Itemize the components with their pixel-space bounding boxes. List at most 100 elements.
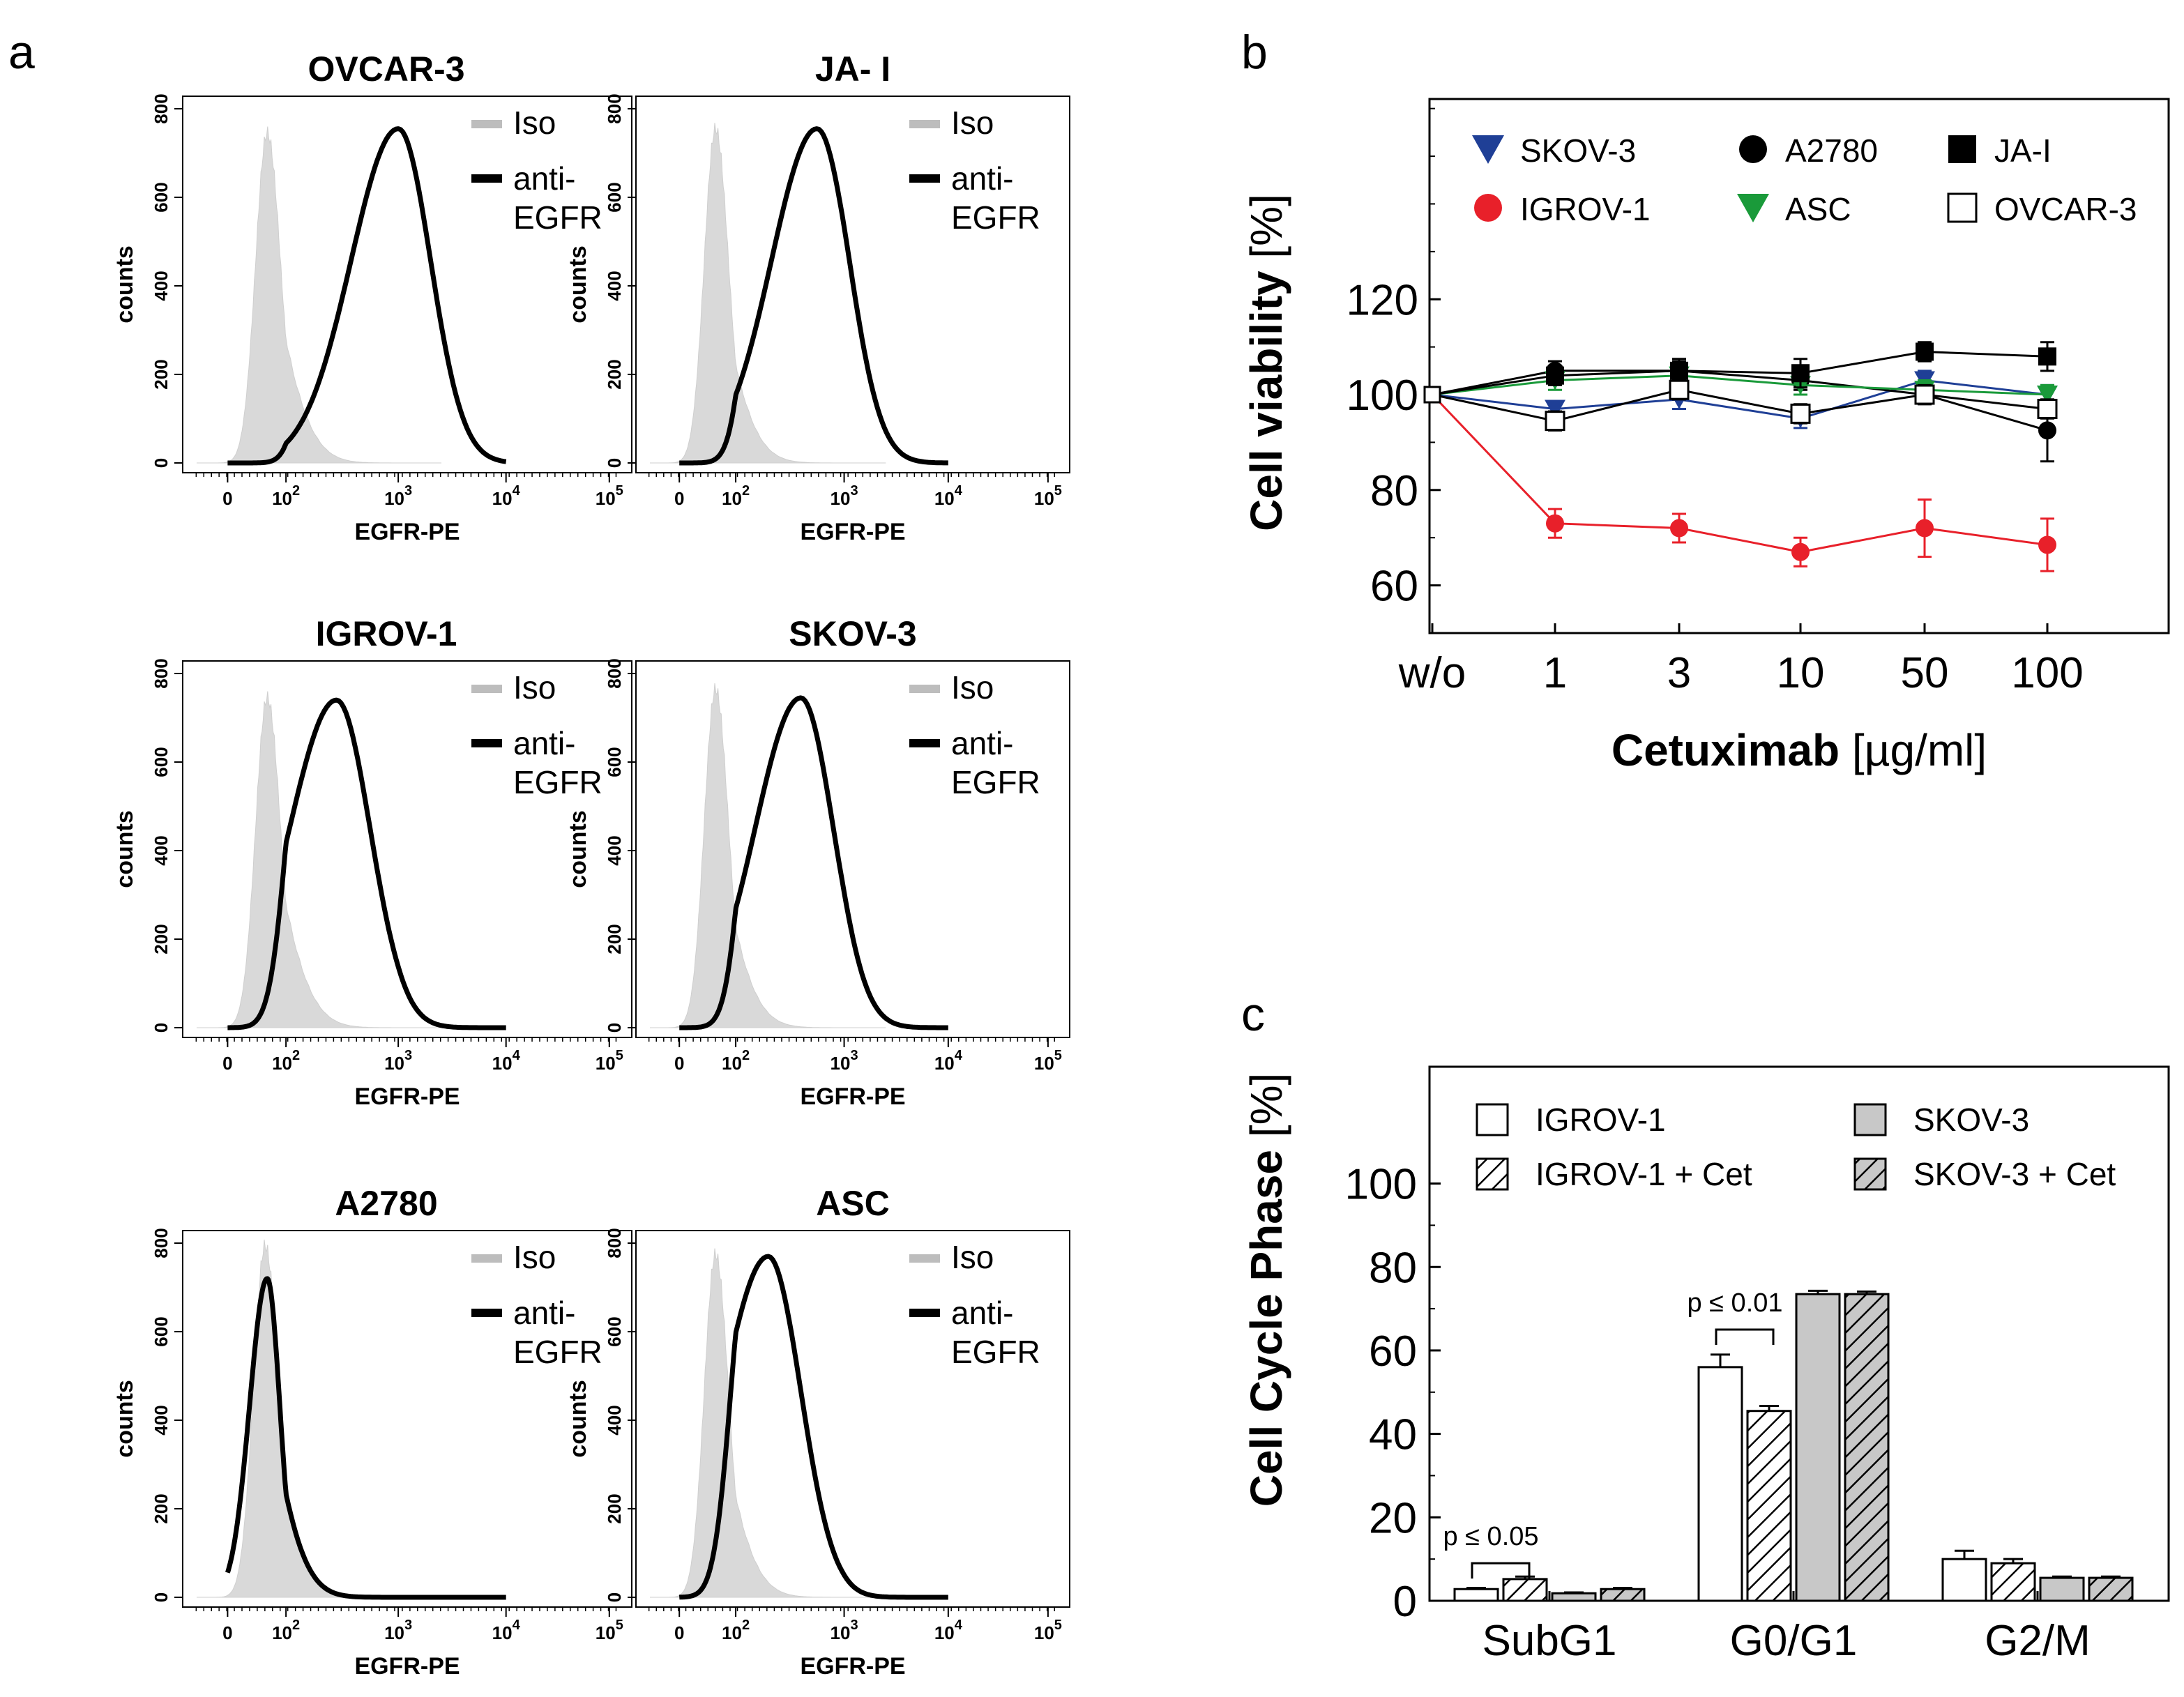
x-tick-label: 105 bbox=[1034, 1618, 1062, 1643]
legend-marker bbox=[1472, 135, 1504, 164]
data-point bbox=[2037, 386, 2058, 404]
anti-egfr-histogram bbox=[225, 1276, 506, 1600]
y-axis-label-unit: [%] bbox=[1241, 1073, 1291, 1150]
x-tick-base: 10 bbox=[384, 1622, 404, 1643]
y-tick-label: 400 bbox=[151, 1405, 172, 1435]
x-tick-exponent: 2 bbox=[292, 1048, 300, 1063]
legend-iso-label: Iso bbox=[951, 669, 994, 706]
x-tick-exponent: 3 bbox=[850, 1618, 858, 1633]
data-point bbox=[2038, 421, 2056, 440]
y-tick-label: 800 bbox=[151, 93, 172, 123]
x-tick-base: 0 bbox=[222, 1622, 232, 1643]
significance-label: p ≤ 0.01 bbox=[1687, 1288, 1782, 1318]
data-point bbox=[1669, 379, 1690, 400]
legend-label: IGROV-1 bbox=[1535, 1102, 1666, 1138]
series-line bbox=[1432, 388, 2048, 423]
x-tick-base: 10 bbox=[831, 1622, 851, 1643]
legend-marker bbox=[1737, 194, 1769, 222]
series-a2780 bbox=[1425, 360, 2056, 463]
x-axis-label: EGFR-PE bbox=[800, 1653, 905, 1680]
x-tick-label: 104 bbox=[492, 1618, 521, 1643]
bar bbox=[1941, 1558, 1987, 1602]
x-tick-exponent: 5 bbox=[616, 1048, 623, 1063]
y-tick-label: 200 bbox=[604, 924, 625, 954]
x-tick-exponent: 4 bbox=[513, 1048, 521, 1063]
legend-swatch bbox=[1476, 1103, 1509, 1136]
y-tick-label: 120 bbox=[1347, 276, 1418, 324]
data-point bbox=[1914, 384, 1935, 405]
legend-swatch bbox=[1476, 1157, 1509, 1191]
y-tick-label: 400 bbox=[151, 835, 172, 865]
x-tick-label: SubG1 bbox=[1482, 1617, 1616, 1665]
legend-egfr-label-2: EGFR bbox=[513, 1334, 602, 1370]
x-tick-label: 102 bbox=[722, 1048, 750, 1074]
x-tick-exponent: 4 bbox=[513, 483, 521, 499]
data-point bbox=[1790, 403, 1811, 424]
legend-label: IGROV-1 bbox=[1520, 191, 1651, 227]
x-tick-exponent: 3 bbox=[850, 483, 858, 499]
iso-histogram bbox=[197, 126, 441, 464]
legend-egfr-label-1: anti- bbox=[513, 725, 575, 761]
x-tick-label: 104 bbox=[934, 1048, 963, 1074]
x-tick-exponent: 5 bbox=[616, 1618, 623, 1633]
flow-panel-title: OVCAR-3 bbox=[308, 50, 464, 89]
x-tick-label: 104 bbox=[934, 483, 963, 509]
series-line bbox=[1432, 374, 2048, 396]
x-tick-label: 0 bbox=[222, 1622, 232, 1643]
x-tick-base: 10 bbox=[831, 488, 851, 509]
y-tick-label: 600 bbox=[151, 747, 172, 777]
x-tick-exponent: 2 bbox=[292, 1618, 300, 1633]
significance-bracket bbox=[1471, 1562, 1531, 1579]
x-tick-base: 10 bbox=[831, 1053, 851, 1074]
data-point bbox=[1546, 514, 1564, 533]
anti-egfr-histogram bbox=[677, 1254, 949, 1600]
x-tick-base: 10 bbox=[1034, 488, 1054, 509]
legend-iso-label: Iso bbox=[513, 105, 556, 141]
series-line bbox=[1432, 379, 2048, 420]
data-point bbox=[1670, 519, 1688, 538]
y-tick-label: 80 bbox=[1370, 467, 1418, 515]
y-tick-label: 600 bbox=[151, 182, 172, 212]
anti-egfr-histogram bbox=[226, 697, 506, 1030]
y-axis-label-bold: Cell viability bbox=[1241, 271, 1291, 531]
legend-egfr-label-1: anti- bbox=[513, 160, 575, 197]
bar bbox=[2039, 1576, 2085, 1602]
bar bbox=[1746, 1410, 1792, 1602]
x-axis-label-bold: Cetuximab bbox=[1612, 725, 1840, 775]
data-point bbox=[1916, 342, 1934, 361]
x-axis-label: Cetuximab [µg/ml] bbox=[1612, 725, 1987, 775]
anti-egfr-histogram bbox=[677, 126, 949, 466]
y-tick-label: 200 bbox=[151, 359, 172, 389]
x-tick-exponent: 3 bbox=[404, 483, 412, 499]
y-tick-label: 0 bbox=[151, 1023, 172, 1033]
flow-plot-frame bbox=[182, 660, 632, 1038]
x-tick-label: 103 bbox=[384, 1618, 412, 1643]
legend-marker bbox=[1947, 192, 1978, 223]
y-tick-label: 0 bbox=[1393, 1578, 1417, 1626]
x-tick-label: 0 bbox=[674, 1622, 684, 1643]
x-tick-exponent: 2 bbox=[742, 1618, 750, 1633]
series-igrov-1 bbox=[1425, 387, 2056, 572]
x-tick-label: G0/G1 bbox=[1730, 1617, 1858, 1665]
x-tick-base: 0 bbox=[674, 1053, 684, 1074]
y-tick-label: 60 bbox=[1370, 563, 1418, 611]
x-tick-base: 10 bbox=[272, 1622, 292, 1643]
x-tick-base: 10 bbox=[722, 1053, 742, 1074]
legend-swatch bbox=[1853, 1103, 1887, 1136]
x-tick-base: 0 bbox=[222, 1053, 232, 1074]
x-tick-exponent: 5 bbox=[616, 483, 623, 499]
flow-panel-title: ASC bbox=[816, 1184, 890, 1223]
data-point bbox=[2038, 347, 2056, 366]
x-tick-base: 10 bbox=[722, 1622, 742, 1643]
flow-panel-title: IGROV-1 bbox=[316, 614, 457, 653]
y-axis-label: counts bbox=[112, 1380, 138, 1457]
x-tick-base: 0 bbox=[222, 488, 232, 509]
legend-egfr-label-2: EGFR bbox=[513, 764, 602, 800]
x-tick-exponent: 5 bbox=[1054, 1048, 1062, 1063]
y-tick-label: 200 bbox=[151, 1493, 172, 1523]
legend-label: SKOV-3 bbox=[1520, 132, 1636, 169]
significance-label: p ≤ 0.05 bbox=[1443, 1522, 1538, 1551]
legend-label: SKOV-3 bbox=[1913, 1102, 2029, 1138]
